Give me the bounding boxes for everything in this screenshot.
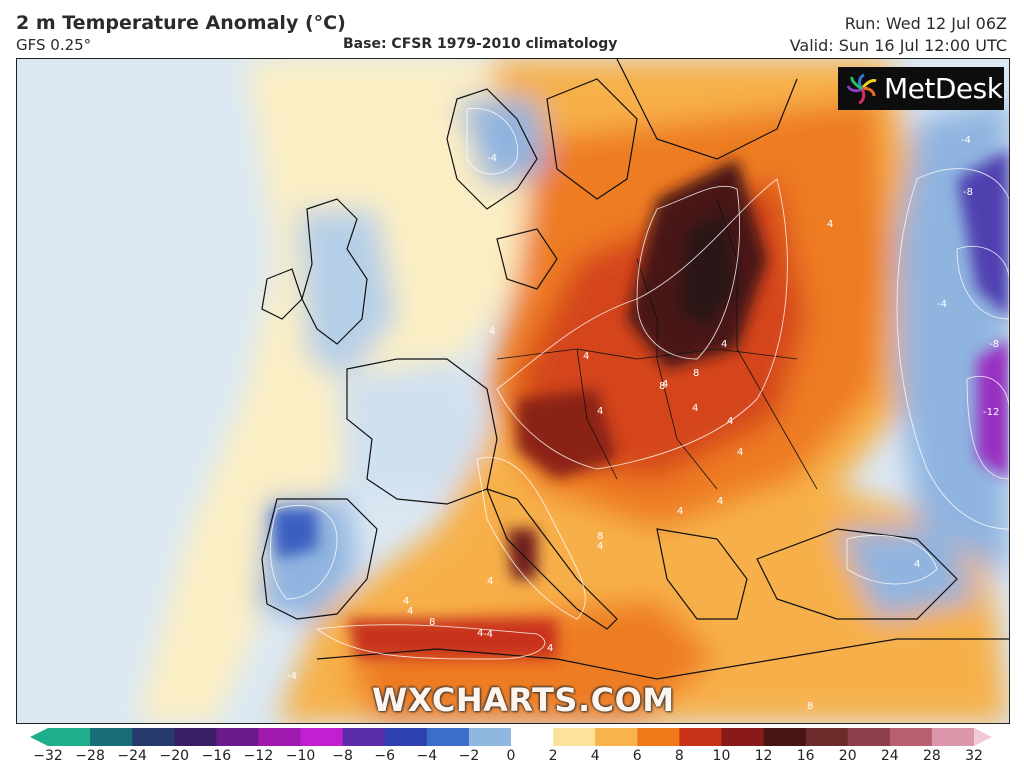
colorbar-segment [468, 728, 512, 746]
colorbar-segment [847, 728, 891, 746]
colorbar-tick-label: −2 [458, 748, 480, 764]
coastlines [261, 59, 1009, 680]
colorbar-tick-label: −12 [243, 748, 274, 764]
model-label: GFS 0.25° [16, 36, 92, 54]
contour-label: 4 [721, 339, 727, 350]
contour-label: 8 [429, 617, 435, 628]
colorbar-tick-label: 4 [590, 748, 600, 764]
colorbar-tick-label: −24 [117, 748, 147, 764]
colorbar-segment [174, 728, 217, 746]
colorbar-tick-label: 32 [965, 748, 983, 764]
colorbar-segment [511, 728, 554, 746]
contour-label: 8 [597, 531, 603, 542]
contour-label: 4 [692, 403, 698, 414]
metdesk-logo: MetDesk [838, 67, 1004, 110]
contour-label: 8 [693, 368, 699, 379]
metdesk-logo-text: MetDesk [884, 72, 1003, 105]
colorbar-tick-label: 0 [506, 748, 516, 764]
contour-label: 4 [597, 541, 603, 552]
map-title: 2 m Temperature Anomaly (°C) [16, 12, 346, 34]
contour-label: -4 [287, 671, 297, 682]
contour-label: 4 [914, 559, 920, 570]
colorbar-segment [132, 728, 175, 746]
colorbar-tick-label: 12 [754, 748, 773, 764]
contour-label: 4 [403, 596, 409, 607]
colorbar-tick-label: 16 [796, 748, 815, 764]
colorbar-tick-label: −28 [75, 748, 105, 764]
colorbar-tick-label: −8 [332, 748, 353, 764]
contour-label: 4 [717, 496, 723, 507]
contour-label: 4 [487, 576, 493, 587]
colorbar-segment [637, 728, 680, 746]
colorbar-tick-label: 24 [880, 748, 899, 764]
colorbar-segment [595, 728, 638, 746]
contour-label: -4 [483, 629, 493, 640]
colorbar-segment [342, 728, 386, 746]
contour-label: 4 [407, 606, 413, 617]
colorbar-segment [805, 728, 849, 746]
colorbar-segment [258, 728, 302, 746]
colorbar-ticks: −32 −28 −24 −20 −16 −12 −10 −8 −6 −4 −2 0 2 4 6 8 10 12 16… [0, 748, 1024, 768]
contour-label: 4 [597, 406, 603, 417]
contour-label: 4 [727, 416, 733, 427]
contour-label: 4 [547, 643, 553, 654]
colorbar-right-arrow [974, 728, 992, 746]
colorbar-tick-label: 28 [922, 748, 941, 764]
contour-label: 4 [477, 628, 483, 639]
colorbar-segment [931, 728, 975, 746]
colorbar-segment [90, 728, 133, 746]
contour-label: 4 [737, 447, 743, 458]
colorbar-segment [300, 728, 344, 746]
colorbar-segments [48, 728, 975, 746]
contour-label: 4 [583, 351, 589, 362]
colorbar-segment [426, 728, 470, 746]
colorbar-segment [48, 728, 91, 746]
colorbar-tick-label: −4 [416, 748, 438, 764]
colorbar-tick-label: 2 [548, 748, 558, 764]
contour-lines [269, 107, 1009, 660]
contour-label: -4 [937, 299, 947, 310]
contour-label: 4 [677, 506, 683, 517]
colorbar-tick-label: −20 [159, 748, 190, 764]
contour-label: -8 [989, 339, 999, 350]
colorbar-segment [553, 728, 596, 746]
colorbar-segment [721, 728, 765, 746]
run-time-label: Run: Wed 12 Jul 06Z [844, 14, 1007, 33]
contour-label-group: 4 4 4 4 8 8 4 4 4 4 4 8 4 4 4 -4 -8 -8 -… [287, 135, 999, 712]
colorbar-segment [384, 728, 428, 746]
colorbar-segment [679, 728, 722, 746]
colorbar-tick-label: 10 [712, 748, 731, 764]
colorbar-tick-label: 20 [838, 748, 857, 764]
colorbar-segment [216, 728, 259, 746]
contour-label: 8 [659, 381, 665, 392]
colorbar-tick-label: 6 [632, 748, 642, 764]
contour-label: -4 [961, 135, 971, 146]
metdesk-flower-logo-icon [846, 73, 877, 104]
valid-time-label: Valid: Sun 16 Jul 12:00 UTC [789, 36, 1007, 55]
colorbar-tick-label: −16 [201, 748, 232, 764]
climatology-base-label: Base: CFSR 1979-2010 climatology [343, 36, 618, 52]
contour-label: 4 [662, 379, 668, 390]
colorbar-segment [763, 728, 807, 746]
colorbar-tick-label: 8 [674, 748, 684, 764]
anomaly-map[interactable]: 4 4 4 4 8 8 4 4 4 4 4 8 4 4 4 -4 -8 -8 -… [16, 58, 1010, 724]
colorbar-tick-label: −32 [33, 748, 63, 764]
country-borders [496, 198, 818, 490]
colorbar [30, 728, 992, 746]
contour-label: 8 [807, 701, 813, 712]
colorbar-segment [889, 728, 933, 746]
wxcharts-watermark: WXCHARTS.COM [372, 681, 675, 719]
contour-label: 4 [827, 219, 833, 230]
colorbar-left-arrow [30, 728, 48, 746]
colorbar-tick-label: −6 [374, 748, 396, 764]
contour-label: -8 [963, 187, 973, 198]
contour-label: -12 [983, 407, 999, 418]
anomaly-map-canvas: 4 4 4 4 8 8 4 4 4 4 4 8 4 4 4 -4 -8 -8 -… [17, 59, 1009, 723]
contour-label: -4 [487, 153, 497, 164]
contour-label: 4 [489, 326, 495, 337]
colorbar-tick-label: −10 [285, 748, 316, 764]
